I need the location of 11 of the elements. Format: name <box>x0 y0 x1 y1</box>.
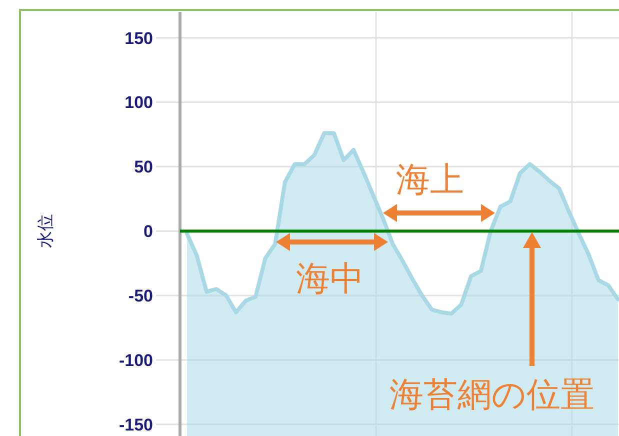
annotation: 海中 <box>296 260 364 298</box>
y-tick-label: -150 <box>118 415 153 434</box>
y-tick-label: -100 <box>118 350 153 370</box>
y-tick-label: 150 <box>124 28 153 48</box>
y-axis-title: 水位 <box>36 214 55 248</box>
y-tick-label: -50 <box>128 286 153 306</box>
annotation: 海苔網の位置 <box>390 376 594 414</box>
annotation: 海上 <box>396 161 464 199</box>
y-tick-label: 100 <box>124 93 153 112</box>
y-tick-label: 0 <box>144 222 153 242</box>
y-tick-label: 50 <box>134 158 153 177</box>
